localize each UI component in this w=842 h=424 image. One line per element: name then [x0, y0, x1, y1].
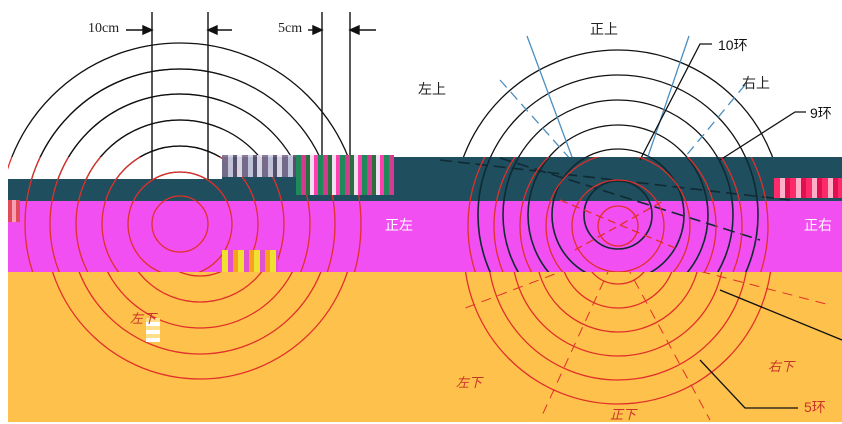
left-target-rings-upper-b — [25, 69, 335, 379]
glitch-block-3 — [774, 178, 842, 198]
left-ring-4 — [76, 120, 284, 328]
label-bottom-right: 右下 — [768, 360, 794, 373]
guide-right — [640, 36, 689, 180]
glitch-block-6 — [8, 200, 20, 222]
left-target-rings-band — [0, 43, 361, 405]
left-target-rings-lower — [45, 69, 355, 379]
left-target-label-lower: 左下 — [130, 312, 156, 325]
label-ring-9: 9环 — [810, 106, 832, 120]
right-target-rings-lower — [464, 96, 772, 404]
label-bottom: 正下 — [610, 408, 636, 421]
left-target-label-left: 正左 — [385, 220, 413, 234]
glitch-block-4 — [222, 250, 278, 272]
right-target-rings-mid — [468, 76, 768, 376]
dim-label-5cm: 5cm — [278, 22, 302, 36]
right-ring-8 — [503, 100, 733, 330]
dim-label-10cm: 10cm — [88, 22, 119, 36]
label-right: 正右 — [804, 220, 832, 234]
glitch-block-1 — [222, 155, 300, 177]
guide-right-dash — [670, 85, 745, 175]
glitch-block-2 — [296, 155, 394, 195]
guide-left-dash — [500, 80, 580, 170]
label-top-right: 右上 — [742, 78, 770, 92]
label-top-left: 左上 — [418, 84, 446, 98]
left-target-rings-upper — [0, 43, 361, 405]
leader-lines — [640, 44, 806, 160]
left-ring-6 — [25, 69, 335, 379]
label-top: 正上 — [590, 24, 618, 38]
label-ring-5: 5环 — [804, 400, 826, 414]
label-bottom-left: 左下 — [456, 376, 482, 389]
left-ring-5 — [50, 94, 310, 354]
right-target-band-upper — [440, 75, 790, 355]
leader-lines-lower — [700, 290, 842, 408]
left-ring-7 — [0, 43, 361, 405]
label-ring-10: 10环 — [718, 38, 748, 52]
